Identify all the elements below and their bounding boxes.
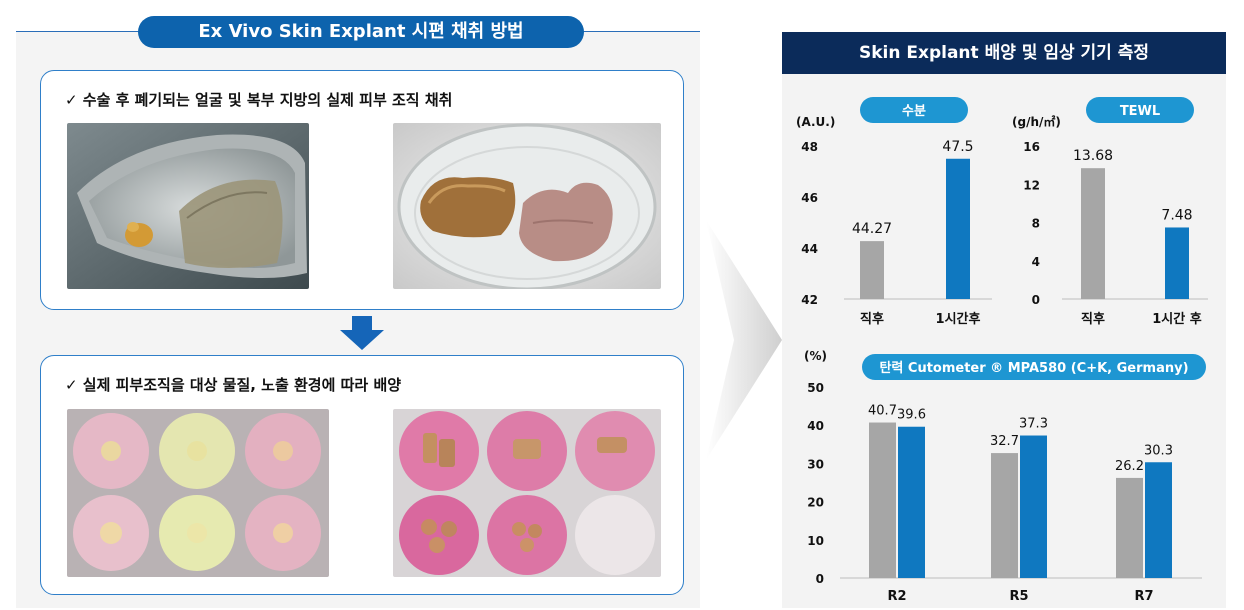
- moisture-ylabel: (A.U.): [796, 115, 835, 129]
- elasticity-value-label: 39.6: [897, 408, 926, 423]
- elasticity-value-label: 26.2: [1115, 459, 1144, 474]
- moisture-category: 직후: [860, 311, 884, 327]
- step2-card: ✓ 실제 피부조직을 대상 물질, 노출 환경에 따라 배양: [40, 355, 684, 595]
- tewl-ytick: 12: [1023, 178, 1040, 192]
- photo-well-plate-explants: [393, 409, 661, 577]
- elasticity-category: R5: [1009, 589, 1028, 604]
- elasticity-title: 탄력 Cutometer ® MPA580 (C+K, Germany): [879, 360, 1188, 376]
- elasticity-ylabel: (%): [804, 349, 827, 363]
- elasticity-pill: [862, 354, 1206, 380]
- elasticity-value-label: 32.7: [990, 434, 1019, 449]
- tewl-ylabel: (g/h/㎡): [1012, 114, 1061, 129]
- tewl-ytick: 4: [1032, 255, 1040, 269]
- measurement-charts: 수분(A.U.)4244464844.27직후47.51시간후TEWL(g/h/…: [796, 97, 1208, 604]
- elasticity-ytick: 30: [807, 457, 824, 471]
- elasticity-bar: [1145, 462, 1172, 578]
- elasticity-bar: [991, 453, 1018, 578]
- moisture-ytick: 44: [801, 242, 818, 256]
- elasticity-bar: [1116, 477, 1143, 578]
- elasticity-value-label: 37.3: [1019, 417, 1048, 432]
- tewl-pill: [1086, 97, 1194, 123]
- moisture-category: 1시간후: [936, 311, 981, 327]
- tewl-ytick: 0: [1032, 293, 1040, 307]
- moisture-ytick: 48: [801, 140, 818, 154]
- moisture-value-label: 44.27: [852, 221, 892, 237]
- elasticity-ytick: 0: [816, 572, 824, 586]
- photo-well-plate-culture: [67, 409, 329, 577]
- tewl-ytick: 16: [1023, 140, 1040, 154]
- step1-card: ✓ 수술 후 폐기되는 얼굴 및 복부 지방의 실제 피부 조직 채취: [40, 70, 684, 310]
- tewl-ytick: 8: [1032, 217, 1040, 231]
- photo-metal-tray-skin: [67, 123, 309, 289]
- elasticity-category: R7: [1134, 589, 1153, 604]
- tewl-category: 직후: [1081, 311, 1105, 327]
- moisture-ytick: 46: [801, 191, 818, 205]
- elasticity-ytick: 20: [807, 496, 824, 510]
- tewl-value-label: 13.68: [1073, 148, 1113, 164]
- elasticity-bar: [869, 422, 896, 578]
- flow-arrow-icon: [706, 220, 782, 460]
- elasticity-ytick: 50: [807, 381, 824, 395]
- down-arrow-icon: [340, 316, 384, 350]
- elasticity-bar: [1020, 435, 1047, 578]
- elasticity-ytick: 10: [807, 534, 824, 548]
- elasticity-bar: [898, 426, 925, 578]
- elasticity-value-label: 30.3: [1144, 443, 1173, 458]
- elasticity-category: R2: [887, 589, 906, 604]
- tewl-value-label: 7.48: [1161, 207, 1192, 223]
- moisture-value-label: 47.5: [942, 139, 973, 155]
- tewl-bar: [1165, 227, 1189, 299]
- step2-text: ✓ 실제 피부조직을 대상 물질, 노출 환경에 따라 배양: [65, 376, 402, 394]
- step1-text: ✓ 수술 후 폐기되는 얼굴 및 복부 지방의 실제 피부 조직 채취: [65, 91, 453, 109]
- tewl-title: TEWL: [1120, 104, 1160, 119]
- moisture-bar: [860, 241, 884, 299]
- tewl-category: 1시간 후: [1152, 311, 1201, 327]
- tewl-bar: [1081, 168, 1105, 299]
- moisture-ytick: 42: [801, 293, 818, 307]
- photo-petri-dish-skin: [393, 123, 661, 289]
- right-panel-title: Skin Explant 배양 및 임상 기기 측정: [782, 32, 1226, 74]
- elasticity-ytick: 40: [807, 419, 824, 433]
- moisture-title: 수분: [902, 104, 926, 119]
- moisture-bar: [946, 158, 970, 299]
- moisture-pill: [860, 97, 968, 123]
- elasticity-value-label: 40.7: [868, 404, 897, 419]
- left-panel-title: Ex Vivo Skin Explant 시편 채취 방법: [138, 16, 584, 48]
